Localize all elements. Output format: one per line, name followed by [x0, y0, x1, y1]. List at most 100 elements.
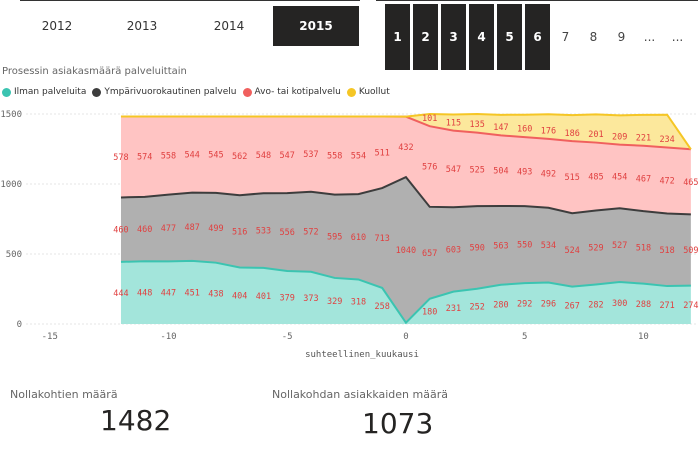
legend-item[interactable]: Avo- tai kotipalvelu [242, 87, 341, 97]
data-label: 438 [208, 289, 223, 299]
year-option-2012[interactable]: 2012 [41, 19, 73, 33]
legend-label: Avo- tai kotipalvelu [254, 87, 341, 97]
data-label: 209 [612, 132, 627, 142]
data-label: 186 [564, 129, 579, 139]
data-label: 534 [541, 241, 556, 251]
data-label: 504 [493, 167, 508, 177]
year-option-2015[interactable]: 2015 [273, 6, 359, 46]
data-label: 533 [256, 227, 271, 237]
legend-marker-icon [242, 87, 252, 97]
x-tick-label: 5 [522, 332, 527, 342]
data-label: 516 [232, 227, 247, 237]
data-label: 603 [446, 245, 461, 255]
number-option-9[interactable]: 9 [617, 30, 626, 44]
data-label: 485 [588, 173, 603, 183]
year-option-2013[interactable]: 2013 [126, 19, 158, 33]
data-label: 373 [303, 294, 318, 304]
data-label: 176 [541, 127, 556, 137]
data-label: 292 [517, 300, 532, 310]
number-option-2[interactable]: 2 [413, 4, 438, 70]
data-label: 160 [517, 125, 532, 135]
number-option-3[interactable]: 3 [441, 4, 466, 70]
data-label: 525 [469, 165, 484, 175]
data-label: 201 [588, 130, 603, 140]
data-label: 460 [113, 226, 128, 236]
number-option-7[interactable]: 7 [561, 30, 570, 44]
number-option-5[interactable]: 5 [497, 4, 522, 70]
data-label: 657 [422, 249, 437, 259]
data-label: 379 [280, 293, 295, 303]
area-3[interactable] [120, 116, 691, 215]
data-label: 547 [446, 165, 461, 175]
data-label: 590 [469, 243, 484, 253]
data-label: 527 [612, 241, 627, 251]
data-label: 401 [256, 292, 271, 302]
data-label: 529 [588, 243, 603, 253]
area-4[interactable] [120, 114, 691, 150]
year-slicer-border [20, 0, 360, 1]
y-tick-label: 500 [6, 250, 22, 260]
data-label: 544 [185, 151, 200, 161]
legend-marker-icon [346, 87, 356, 97]
data-label: 562 [232, 152, 247, 162]
data-label: 518 [659, 246, 674, 256]
data-label: 451 [185, 288, 200, 298]
number-option-1[interactable]: 1 [385, 4, 410, 70]
legend-item[interactable]: Ympärivuorokautinen palvelu [92, 87, 237, 97]
legend-item[interactable]: Kuollut [346, 87, 390, 97]
data-label: 115 [446, 118, 461, 128]
data-label: 296 [541, 299, 556, 309]
data-label: 147 [493, 123, 508, 133]
legend-item[interactable]: Ilman palveluita [2, 87, 86, 97]
series-line [120, 259, 691, 325]
kpi-customers-value: 1073 [362, 407, 434, 440]
data-label: 448 [137, 289, 152, 299]
data-label: 610 [351, 233, 366, 243]
data-label: 460 [137, 225, 152, 235]
data-label: 180 [422, 307, 437, 317]
data-label: 231 [446, 304, 461, 314]
data-label: 329 [327, 297, 342, 307]
x-tick-label: -15 [42, 332, 58, 342]
data-label: 271 [659, 301, 674, 311]
data-label: 444 [113, 289, 128, 299]
kpi-count-label: Nollakohtien määrä [10, 388, 118, 401]
data-label: 556 [280, 228, 295, 238]
number-slicer-border [376, 0, 698, 1]
data-label: 274 [683, 301, 698, 311]
data-label: 499 [208, 224, 223, 234]
number-option-8[interactable]: 8 [589, 30, 598, 44]
area-1[interactable] [120, 260, 691, 324]
number-option-11[interactable]: ... [671, 30, 684, 44]
data-label: 280 [493, 300, 508, 310]
data-label: 101 [422, 114, 437, 124]
data-label: 572 [303, 228, 318, 238]
data-label: 472 [659, 177, 674, 187]
data-label: 282 [588, 300, 603, 310]
number-option-4[interactable]: 4 [469, 4, 494, 70]
number-option-10[interactable]: ... [643, 30, 656, 44]
data-label: 550 [517, 241, 532, 251]
year-option-2014[interactable]: 2014 [213, 19, 245, 33]
chart-legend: Ilman palveluita Ympärivuorokautinen palv… [2, 87, 396, 97]
data-label: 518 [636, 243, 651, 253]
area-chart[interactable]: 0 500 1000 1500 -15 -10 -5 0 5 10 suhteellinen_kuu… [0, 100, 699, 362]
data-label: 477 [161, 224, 176, 234]
area-2[interactable] [120, 177, 691, 323]
data-label: 537 [303, 150, 318, 160]
data-label: 493 [517, 168, 532, 178]
data-label: 574 [137, 153, 152, 163]
data-label: 318 [351, 298, 366, 308]
data-label: 465 [683, 178, 698, 188]
data-label: 713 [375, 234, 390, 244]
series-line [120, 175, 691, 216]
data-label: 545 [208, 151, 223, 161]
data-label: 548 [256, 151, 271, 161]
number-option-6[interactable]: 6 [525, 4, 550, 70]
data-label: 267 [564, 301, 579, 311]
y-tick-label: 1000 [0, 180, 22, 190]
data-label: 467 [636, 174, 651, 184]
legend-label: Kuollut [358, 87, 390, 97]
data-label: 492 [541, 169, 556, 179]
data-label: 511 [375, 148, 390, 158]
